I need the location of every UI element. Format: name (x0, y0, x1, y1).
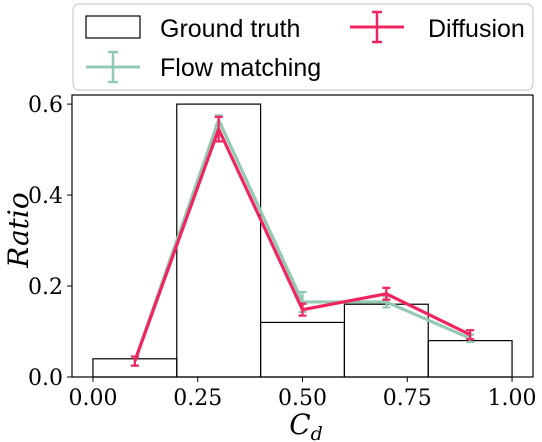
series-line-1 (133, 127, 471, 362)
legend: Ground truth Flow matching Diffusion (72, 3, 534, 91)
legend-label-diffusion: Diffusion (428, 15, 525, 43)
error-bar (214, 115, 223, 143)
legend-label-flow-matching: Flow matching (160, 54, 321, 82)
legend-swatch-diffusion (350, 10, 404, 44)
histogram-bar (427, 340, 513, 378)
x-axis-title: Cd (289, 408, 323, 442)
y-tick-label: 0.0 (28, 366, 63, 391)
x-tick-label: 1.00 (488, 386, 537, 411)
legend-label-ground-truth: Ground truth (160, 15, 300, 43)
error-bar (466, 329, 475, 341)
error-bar (298, 302, 307, 317)
plot-area (92, 103, 513, 378)
series-line-0 (133, 118, 471, 362)
axis-ticks: 0.00 0.25 0.50 0.75 1.00 0.0 0.2 0.4 0.6 (28, 93, 537, 411)
legend-swatch-flow-matching (86, 50, 140, 84)
y-tick-label: 0.4 (28, 184, 63, 209)
x-tick-label: 0.50 (278, 386, 327, 411)
legend-frame (72, 3, 534, 91)
x-tick-label: 0.00 (68, 386, 117, 411)
y-tick-label: 0.6 (28, 93, 63, 118)
x-axis-title-sub: d (311, 423, 323, 442)
y-tick-label: 0.2 (28, 275, 63, 300)
histogram-bar (176, 103, 262, 378)
y-axis-title: Ratio (2, 192, 35, 268)
x-axis-title-main: C (289, 408, 310, 441)
error-bar (382, 286, 391, 301)
x-tick-label: 0.25 (173, 386, 222, 411)
error-bar (130, 355, 139, 367)
histogram-bar (259, 321, 346, 378)
x-tick-label: 0.75 (383, 386, 432, 411)
legend-swatch-ground-truth (85, 15, 141, 39)
